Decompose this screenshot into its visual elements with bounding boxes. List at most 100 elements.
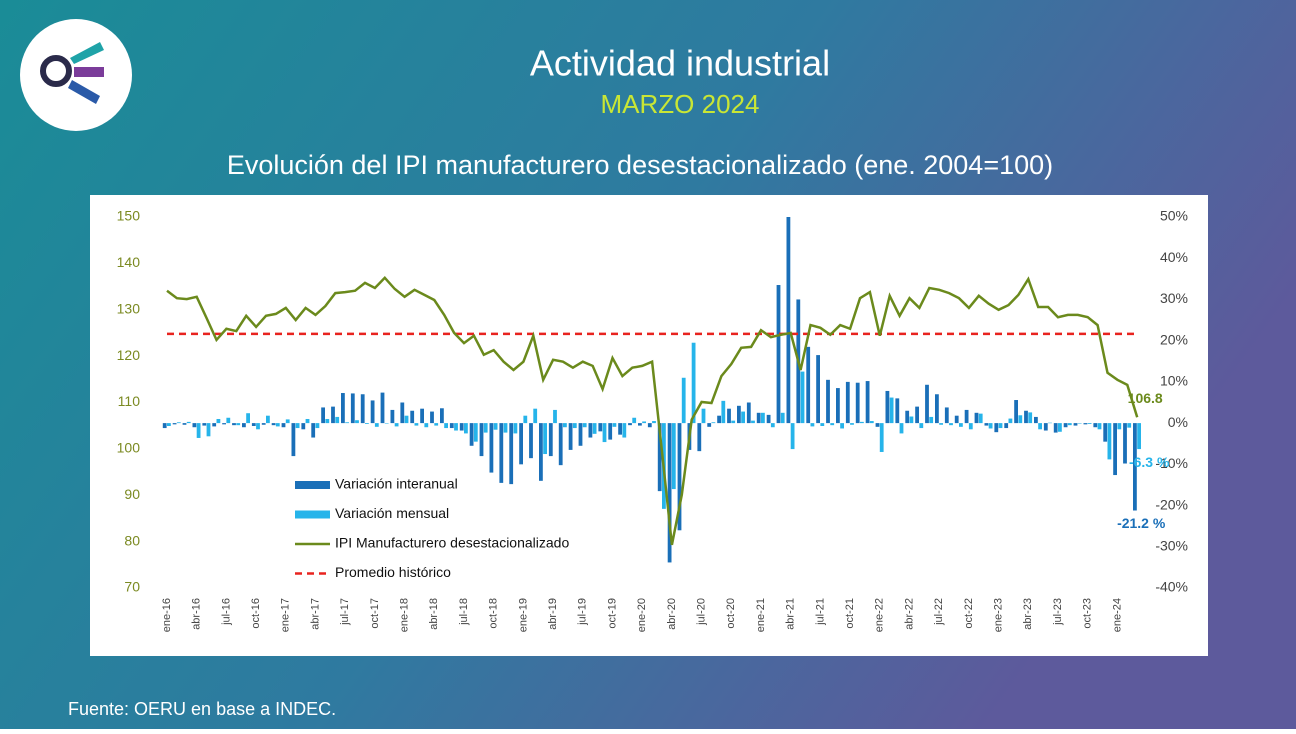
y-tick-label: 140 — [117, 254, 141, 270]
bar — [761, 412, 765, 424]
bar — [519, 423, 523, 465]
bar — [479, 423, 484, 457]
x-tick-label: abr-21 — [785, 598, 797, 630]
data-label: -21.2 % — [1117, 515, 1166, 531]
bar — [939, 423, 943, 425]
bar — [1093, 423, 1098, 428]
bar — [380, 392, 385, 424]
bar — [444, 423, 448, 429]
bar — [335, 416, 340, 424]
bar — [1097, 423, 1102, 430]
bar — [737, 405, 741, 424]
x-tick-label: abr-23 — [1022, 598, 1034, 630]
x-tick-label: abr-20 — [666, 598, 678, 630]
bar — [384, 423, 389, 424]
x-tick-label: oct-18 — [488, 598, 500, 629]
y2-tick-label: 0% — [1168, 414, 1188, 430]
bar — [440, 408, 444, 424]
x-tick-label: jul-16 — [220, 598, 232, 626]
bar — [681, 377, 686, 424]
bar — [588, 423, 593, 438]
bar — [988, 423, 993, 429]
bar — [1014, 400, 1018, 424]
y-tick-label: 70 — [124, 579, 140, 595]
bar — [331, 406, 335, 424]
bar — [984, 423, 989, 426]
bar — [301, 423, 306, 430]
bar — [404, 415, 409, 424]
x-tick-label: abr-22 — [903, 598, 915, 630]
bar — [885, 390, 890, 424]
bar — [236, 423, 241, 426]
bar — [622, 423, 627, 438]
bar — [691, 342, 696, 424]
bar — [1107, 423, 1112, 460]
bar — [776, 285, 781, 424]
bar — [256, 423, 260, 430]
x-tick-label: jul-19 — [577, 598, 589, 626]
bar — [780, 412, 785, 424]
bar — [558, 423, 563, 466]
bar — [836, 388, 840, 424]
bar — [295, 423, 300, 429]
x-tick-label: abr-18 — [428, 598, 440, 630]
x-tick-label: abr-16 — [191, 598, 203, 630]
bar — [1073, 423, 1078, 426]
bar — [667, 423, 672, 563]
bar — [830, 423, 835, 426]
bar — [390, 409, 395, 424]
x-tick-label: ene-16 — [161, 598, 173, 632]
bar — [968, 423, 973, 430]
bar — [325, 418, 330, 424]
y2-tick-label: -40% — [1155, 579, 1188, 595]
bar — [905, 410, 910, 424]
x-tick-label: oct-19 — [606, 598, 618, 629]
bar — [182, 423, 187, 425]
x-tick-label: jul-23 — [1052, 598, 1064, 626]
bar — [1103, 423, 1108, 442]
bar — [711, 422, 716, 424]
bar — [954, 415, 959, 424]
y-tick-label: 100 — [117, 440, 141, 456]
bar — [454, 423, 458, 431]
bar — [1008, 418, 1013, 424]
bar — [489, 423, 494, 473]
bar — [1004, 423, 1009, 429]
bar — [533, 408, 538, 424]
bar — [1117, 423, 1122, 430]
bar — [572, 423, 577, 429]
bar — [638, 423, 642, 426]
bar — [746, 402, 751, 424]
bar — [949, 423, 953, 426]
bar — [598, 423, 603, 432]
bar — [285, 419, 290, 424]
bar — [717, 415, 721, 424]
bar — [291, 423, 296, 457]
y-tick-label: 80 — [124, 532, 140, 548]
data-label: 106.8 — [1128, 390, 1163, 406]
bar — [1053, 423, 1058, 433]
logo — [20, 19, 132, 131]
bar — [464, 423, 468, 434]
x-tick-label: oct-22 — [963, 598, 975, 629]
x-tick-label: jul-21 — [814, 598, 826, 626]
bar — [162, 423, 167, 429]
x-tick-label: oct-21 — [844, 598, 856, 629]
bar — [592, 423, 597, 434]
bar — [845, 381, 850, 424]
x-tick-label: ene-18 — [399, 598, 411, 632]
bar — [925, 384, 929, 424]
y2-tick-label: 30% — [1160, 290, 1188, 306]
bar — [410, 410, 415, 424]
bar — [1077, 423, 1082, 424]
bar — [523, 415, 528, 424]
legend-swatch — [295, 481, 330, 489]
bar — [553, 409, 557, 424]
bar — [206, 423, 211, 437]
chart-title: Evolución del IPI manufacturero desestac… — [227, 150, 1053, 180]
bar — [1028, 412, 1033, 424]
bar — [929, 416, 934, 424]
bar — [1137, 423, 1141, 450]
source: Fuente: OERU en base a INDEC. — [68, 699, 336, 719]
